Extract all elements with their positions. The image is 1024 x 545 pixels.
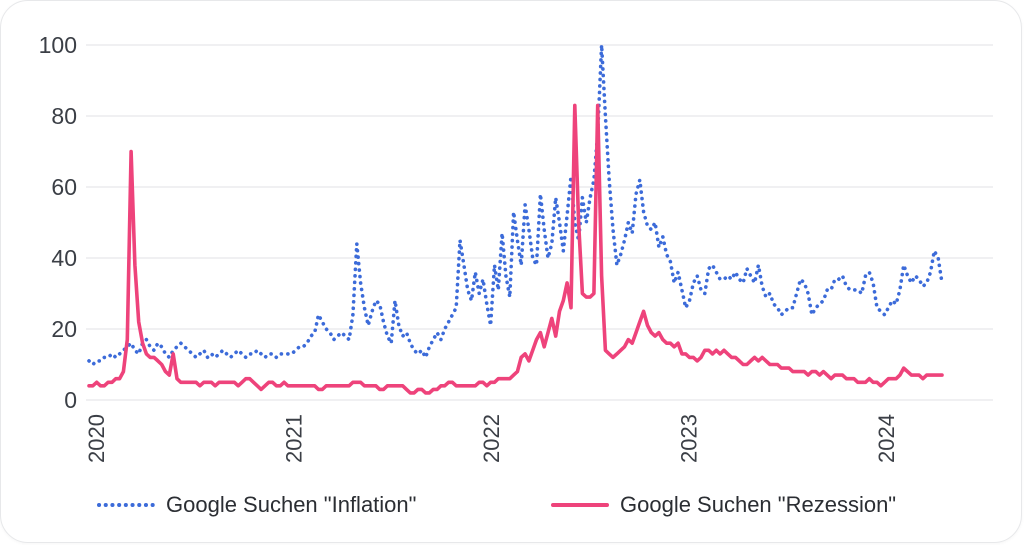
legend-label-rezession: Google Suchen "Rezession" [620, 492, 897, 517]
y-tick-label: 80 [51, 103, 77, 129]
x-tick-label: 2024 [874, 414, 899, 463]
y-tick-label: 100 [39, 32, 77, 58]
y-tick-label: 0 [64, 387, 77, 413]
chart-legend: Google Suchen "Inflation" Google Suchen … [1, 492, 1021, 526]
inflation-dotted-swatch-icon [97, 503, 155, 507]
x-tick-label: 2022 [479, 414, 504, 463]
series-rezession [87, 103, 944, 395]
x-tick-label: 2020 [84, 414, 109, 463]
legend-label-inflation: Google Suchen "Inflation" [166, 492, 417, 517]
series-inflation [87, 43, 944, 367]
legend-item-inflation: Google Suchen "Inflation" [96, 492, 416, 518]
y-tick-label: 40 [51, 245, 77, 271]
rezession-solid-swatch-icon [551, 503, 609, 507]
x-tick-label: 2023 [677, 414, 702, 463]
y-tick-label: 60 [51, 174, 77, 200]
legend-item-rezession: Google Suchen "Rezession" [550, 492, 896, 518]
y-tick-label: 20 [51, 316, 77, 342]
x-tick-label: 2021 [282, 414, 307, 463]
